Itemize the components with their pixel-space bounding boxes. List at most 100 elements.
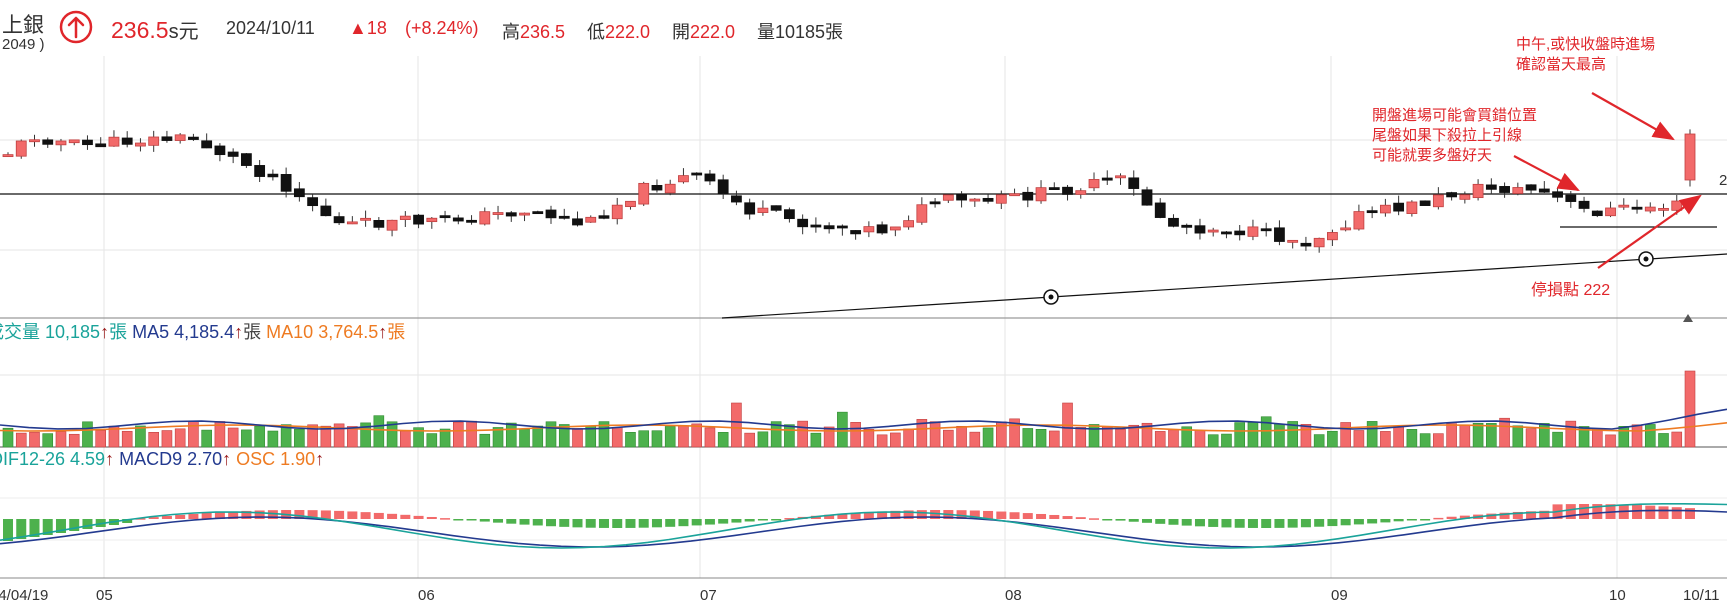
osc-bar bbox=[559, 519, 570, 527]
volume-bar bbox=[15, 432, 27, 448]
osc-bar bbox=[334, 510, 345, 519]
volume-bar bbox=[1247, 422, 1259, 448]
volume-bar bbox=[1115, 428, 1126, 448]
candle-body bbox=[810, 224, 822, 228]
candle-body bbox=[1247, 226, 1259, 237]
volume-bar bbox=[704, 427, 716, 448]
volume-bar bbox=[1009, 418, 1020, 448]
candle-body bbox=[505, 212, 517, 217]
osc-bar bbox=[1671, 507, 1682, 519]
candle-body bbox=[1287, 239, 1299, 243]
volume-bar bbox=[400, 430, 411, 448]
osc-bar bbox=[651, 519, 662, 528]
volume-bar bbox=[1194, 430, 1206, 448]
candle-body bbox=[1340, 227, 1352, 231]
osc-bar bbox=[1300, 519, 1311, 528]
candle-body bbox=[572, 218, 583, 226]
candle-body bbox=[1485, 184, 1497, 190]
volume-bar bbox=[1605, 434, 1616, 448]
osc-bar bbox=[1565, 504, 1576, 519]
osc-bar bbox=[1075, 517, 1086, 519]
volume-bar bbox=[717, 432, 729, 448]
volume-bar bbox=[1512, 425, 1524, 448]
candle-body bbox=[1393, 202, 1405, 212]
osc-bar bbox=[148, 517, 159, 519]
osc-bar bbox=[519, 519, 530, 525]
volume-bar bbox=[68, 433, 80, 448]
candle-body bbox=[1472, 183, 1484, 199]
osc-bar bbox=[440, 518, 451, 520]
candle-body bbox=[836, 225, 848, 229]
candle-body bbox=[227, 151, 239, 157]
candle-body bbox=[479, 211, 491, 225]
volume-bar bbox=[1075, 427, 1087, 448]
candle-body bbox=[307, 197, 319, 207]
candle-body bbox=[942, 194, 954, 201]
volume-bar bbox=[1552, 431, 1563, 448]
candle-body bbox=[2, 154, 14, 158]
osc-bar bbox=[1208, 519, 1219, 527]
osc-bar bbox=[1632, 505, 1643, 519]
volume-bar bbox=[784, 424, 795, 448]
volume-bar bbox=[519, 428, 530, 448]
candle-body bbox=[148, 136, 160, 146]
volume-bar bbox=[1525, 428, 1537, 448]
volume-bar bbox=[1433, 433, 1444, 448]
candle-body bbox=[95, 143, 107, 148]
x-axis-tick-label: 05 bbox=[96, 587, 113, 604]
volume-bar bbox=[1539, 423, 1550, 448]
candle-body bbox=[1168, 217, 1179, 227]
osc-bar bbox=[307, 510, 318, 519]
x-axis-tick-label: 10 bbox=[1609, 587, 1626, 604]
candle-body bbox=[1538, 188, 1550, 193]
osc-bar bbox=[1406, 519, 1417, 521]
annotation-arrow bbox=[1591, 92, 1675, 141]
volume-bar bbox=[1300, 424, 1312, 448]
candle-body bbox=[1141, 189, 1153, 206]
osc-bar bbox=[1433, 517, 1444, 520]
osc-bar bbox=[1579, 504, 1590, 519]
candle-body bbox=[744, 202, 756, 215]
candle-body bbox=[1022, 191, 1034, 201]
volume-bar bbox=[201, 429, 212, 448]
volume-bar bbox=[1446, 423, 1457, 448]
osc-bar bbox=[1353, 519, 1364, 525]
ma10-legend-label: MA10 3,764.5 bbox=[266, 322, 379, 342]
volume-bar bbox=[148, 432, 159, 448]
volume-bar bbox=[1578, 426, 1590, 448]
candle-body bbox=[240, 153, 252, 166]
candle-body bbox=[55, 140, 67, 146]
candle-body bbox=[439, 215, 451, 219]
osc-bar bbox=[903, 510, 914, 519]
candle-body bbox=[1048, 187, 1060, 190]
osc-bar bbox=[916, 510, 927, 519]
annotation-open-entry: 開盤進場可能會買錯位置 尾盤如果下殺拉上引線 可能就要多盤好天 bbox=[1372, 107, 1538, 164]
candle-body bbox=[1618, 204, 1630, 208]
x-axis-tick-label: 24/04/19 bbox=[0, 587, 48, 604]
osc-bar bbox=[1512, 511, 1523, 519]
volume-bar bbox=[492, 427, 504, 448]
x-axis-tick-label: 10/11 bbox=[1683, 587, 1719, 604]
volume-bar bbox=[664, 426, 676, 448]
osc-bar bbox=[1685, 508, 1695, 519]
osc-bar bbox=[228, 511, 239, 519]
volume-bar bbox=[1393, 426, 1404, 448]
candle-body bbox=[492, 212, 504, 215]
volume-bar bbox=[347, 426, 358, 448]
osc-bar bbox=[771, 519, 782, 521]
volume-bar bbox=[121, 430, 133, 448]
osc-bar bbox=[1486, 513, 1497, 519]
candle-body bbox=[691, 172, 703, 176]
candle-body bbox=[108, 136, 120, 147]
volume-bar bbox=[982, 427, 994, 448]
candle-body bbox=[625, 200, 636, 208]
candle-body bbox=[360, 217, 371, 221]
candle-body bbox=[731, 195, 742, 203]
candle-body bbox=[346, 221, 358, 225]
candle-body bbox=[1313, 237, 1325, 248]
candlestick-series bbox=[2, 129, 1696, 253]
candle-body bbox=[903, 220, 914, 228]
candle-body bbox=[1684, 133, 1696, 181]
candle-body bbox=[1631, 206, 1643, 210]
volume-bar bbox=[1419, 433, 1431, 448]
